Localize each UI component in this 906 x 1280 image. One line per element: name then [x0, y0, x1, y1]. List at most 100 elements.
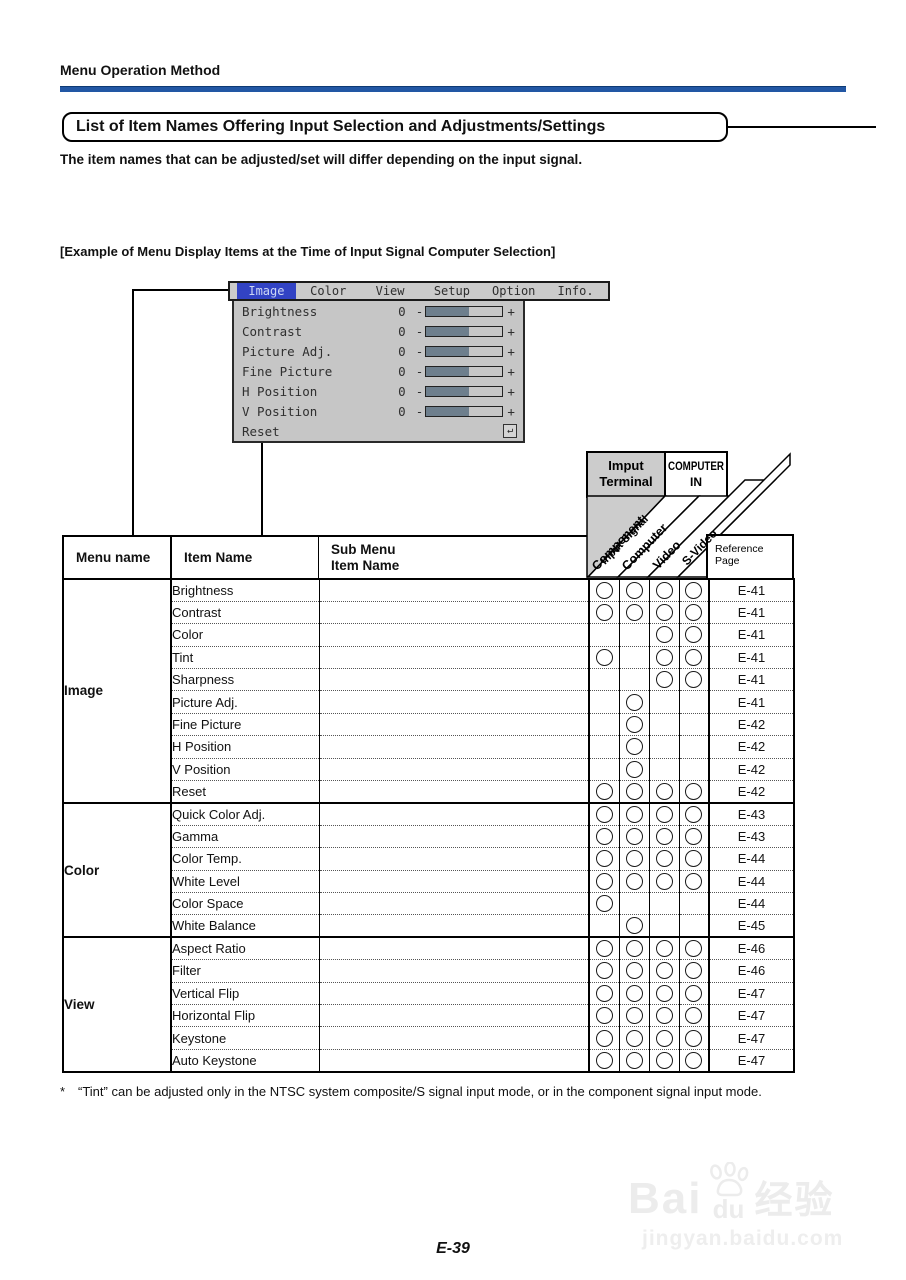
- signal-cell-svideo: [679, 937, 710, 961]
- signal-cell-computer: [619, 646, 650, 670]
- signal-cell-svideo: [679, 892, 710, 916]
- header-menu-name: Menu name: [64, 537, 172, 578]
- supported-circle-icon: [595, 805, 613, 823]
- signal-cell-component: [589, 982, 620, 1005]
- supported-circle-icon: [625, 1029, 643, 1047]
- signal-cell-component: [589, 892, 620, 916]
- osd-tab-setup: Setup: [433, 284, 470, 298]
- table-row: White Level E-44: [63, 870, 794, 893]
- osd-slider-row: H Position 0- +: [234, 381, 523, 401]
- supported-circle-icon: [685, 671, 703, 689]
- supported-circle-icon: [655, 850, 673, 868]
- item-name-cell: Color Space: [171, 892, 320, 916]
- item-name-cell: Horizontal Flip: [171, 1004, 320, 1028]
- osd-item-value: 0: [398, 323, 406, 339]
- signal-cell-computer: [619, 758, 650, 782]
- running-header: Menu Operation Method: [60, 62, 221, 78]
- watermark-du: du: [712, 1194, 745, 1224]
- item-name-cell: Vertical Flip: [171, 982, 320, 1005]
- osd-slider-track: [425, 365, 504, 377]
- supported-circle-icon: [625, 962, 643, 980]
- intro-text: The item names that can be adjusted/set …: [60, 152, 583, 167]
- signal-cell-video: [649, 690, 680, 714]
- signal-cell-video: [649, 668, 680, 692]
- item-name-cell: Aspect Ratio: [171, 937, 320, 961]
- input-terminal-label-2: Terminal: [599, 474, 652, 489]
- supported-circle-icon: [595, 1029, 613, 1047]
- osd-tab-view: View: [375, 284, 405, 298]
- signal-cell-svideo: [679, 870, 710, 893]
- signal-cell-video: [649, 959, 680, 983]
- supported-circle-icon: [685, 581, 703, 599]
- watermark-bai: Bai: [628, 1174, 703, 1224]
- signal-cell-svideo: [679, 646, 710, 670]
- supported-circle-icon: [595, 984, 613, 1002]
- table-row: Auto Keystone E-47: [63, 1049, 794, 1073]
- sub-menu-cell: [319, 646, 590, 670]
- table-row: V Position E-42: [63, 758, 794, 782]
- table-row: Fine Picture E-42: [63, 713, 794, 737]
- plus-icon: +: [507, 323, 515, 339]
- osd-item-label: H Position: [242, 383, 318, 399]
- reference-page-value: E-47: [708, 1004, 794, 1028]
- supported-circle-icon: [625, 827, 643, 845]
- osd-reset-label: Reset: [242, 423, 280, 439]
- supported-circle-icon: [625, 782, 643, 800]
- band-s-video: [676, 452, 791, 578]
- supported-circle-icon: [685, 626, 703, 644]
- signal-cell-svideo: [679, 1026, 710, 1050]
- supported-circle-icon: [595, 962, 613, 980]
- reference-page-value: E-42: [708, 713, 794, 737]
- reference-page-label-2: Page: [715, 555, 740, 567]
- table-row: Sharpness E-41: [63, 668, 794, 692]
- signal-cell-component: [589, 780, 620, 804]
- reference-page-label-1: Reference: [715, 543, 764, 555]
- signal-cell-svideo: [679, 780, 710, 804]
- item-name-cell: Quick Color Adj.: [171, 802, 320, 826]
- signal-cell-computer: [619, 623, 650, 647]
- supported-circle-icon: [625, 693, 643, 711]
- osd-slider-track: [425, 405, 504, 417]
- supported-circle-icon: [655, 782, 673, 800]
- osd-slider-track: [425, 325, 504, 337]
- sub-menu-cell: [319, 780, 590, 804]
- supported-circle-icon: [685, 604, 703, 622]
- osd-item-label: Brightness: [242, 303, 318, 319]
- reference-page-value: E-43: [708, 825, 794, 849]
- osd-slider-row: V Position 0- +: [234, 401, 523, 421]
- supported-circle-icon: [625, 917, 643, 935]
- sub-menu-cell: [319, 847, 590, 871]
- signal-cell-computer: [619, 982, 650, 1005]
- header-sub-menu: Sub Menu Item Name: [319, 537, 588, 578]
- osd-slider-row: Brightness 0- +: [234, 301, 523, 321]
- sub-menu-cell: [319, 870, 590, 893]
- sub-menu-cell: [319, 937, 590, 961]
- signal-cell-component: [589, 1049, 620, 1073]
- supported-circle-icon: [655, 671, 673, 689]
- sub-menu-cell: [319, 1026, 590, 1050]
- minus-icon: -: [415, 403, 424, 419]
- signal-cell-component: [589, 623, 620, 647]
- reference-page-value: E-41: [708, 601, 794, 625]
- osd-tab-info: Info.: [557, 284, 594, 298]
- item-name-cell: Tint: [171, 646, 320, 670]
- supported-circle-icon: [625, 760, 643, 778]
- table-row: Picture Adj. E-41: [63, 690, 794, 714]
- sub-menu-cell: [319, 758, 590, 782]
- item-name-cell: Fine Picture: [171, 713, 320, 737]
- signal-cell-computer: [619, 802, 650, 826]
- osd-item-label: Fine Picture: [242, 363, 333, 379]
- signal-header-diagram: Imput Terminal COMPUTER IN Reference Pag…: [586, 451, 794, 580]
- signal-cell-svideo: [679, 601, 710, 625]
- signal-cell-video: [649, 1004, 680, 1028]
- signal-cell-computer: [619, 937, 650, 961]
- signal-cell-svideo: [679, 1004, 710, 1028]
- table-row: Color Temp. E-44: [63, 847, 794, 871]
- signal-cell-computer: [619, 892, 650, 916]
- signal-cell-component: [589, 802, 620, 826]
- sub-menu-cell: [319, 982, 590, 1005]
- signal-cell-computer: [619, 1026, 650, 1050]
- reference-page-value: E-44: [708, 870, 794, 893]
- signal-cell-computer: [619, 735, 650, 759]
